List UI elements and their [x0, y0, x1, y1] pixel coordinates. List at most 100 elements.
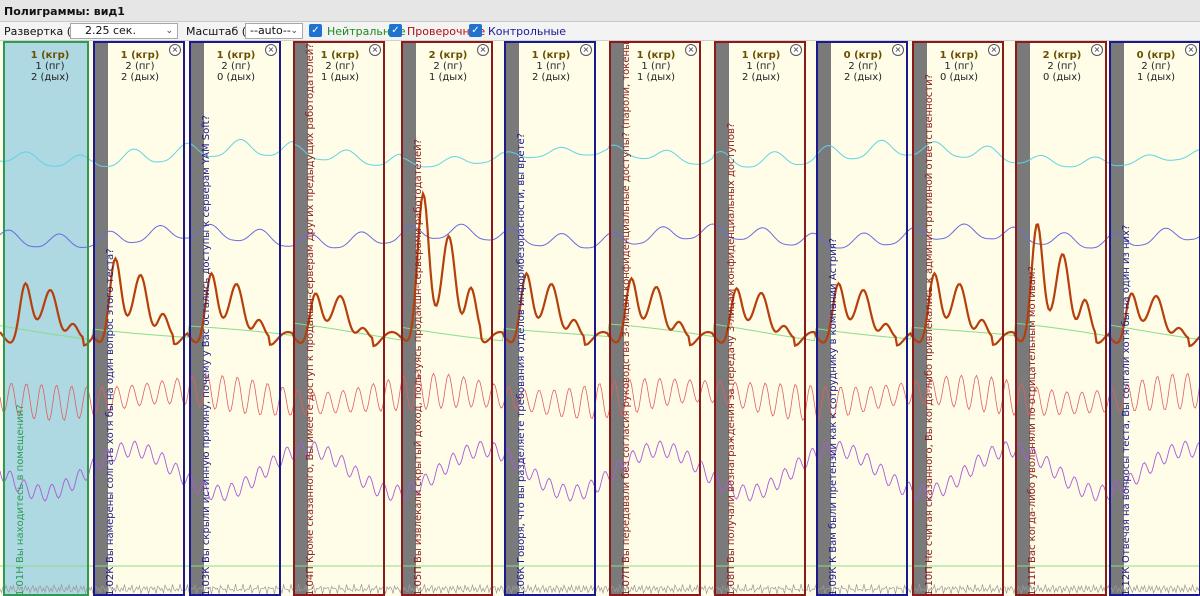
column-score-h3: 0 (дых) [1042, 72, 1082, 83]
question-text: Вы скрыли истинную причину, почему у Вас… [201, 115, 212, 563]
question-text: Говоря, что вы разделяете требования отд… [516, 133, 527, 563]
column-score-h1: 1 (кгр) [741, 50, 781, 61]
question-column[interactable] [714, 41, 806, 596]
plethysmo-trace [0, 440, 1200, 502]
control-checkbox[interactable]: ✓ [469, 24, 482, 37]
column-score-h1: 1 (кгр) [216, 50, 256, 61]
close-icon[interactable]: × [369, 44, 381, 56]
question-id: 1.05П [413, 566, 424, 596]
column-header: 1 (кгр) 2 (пг) 2 (дых) [103, 50, 177, 83]
column-score-h3: 1 (дых) [636, 72, 676, 83]
onset-band [95, 41, 108, 596]
onset-band [611, 41, 624, 596]
question-text: К Вам были претензии как к сотруднику в … [828, 237, 839, 563]
column-score-h3: 1 (дых) [320, 72, 360, 83]
column-score-h2: 1 (пг) [944, 61, 974, 72]
onset-band [914, 41, 927, 596]
control-checkbox-label: Контрольные [488, 25, 567, 38]
close-icon[interactable]: × [265, 44, 277, 56]
question-id: 1.04П [305, 566, 316, 596]
column-score-h3: 2 (дых) [843, 72, 883, 83]
close-icon[interactable]: × [685, 44, 697, 56]
column-header: 1 (кгр) 1 (пг) 2 (дых) [724, 50, 798, 83]
question-id: 1.10П [924, 566, 935, 596]
question-id: 1.06К [516, 566, 527, 596]
question-id: 1.01Н [15, 566, 26, 596]
respiration-lower-trace [0, 223, 1200, 249]
close-icon[interactable]: × [1091, 44, 1103, 56]
column-header: 2 (кгр) 2 (пг) 1 (дых) [411, 50, 485, 83]
column-score-h2: 2 (пг) [221, 61, 251, 72]
close-icon[interactable]: × [477, 44, 489, 56]
column-score-h1: 2 (кгр) [428, 50, 468, 61]
column-score-h3: 2 (дых) [30, 72, 70, 83]
column-score-h1: 2 (кгр) [1042, 50, 1082, 61]
column-header: 1 (кгр) 1 (пг) 0 (дых) [922, 50, 996, 83]
window-title-bar: Полиграммы: вид1 [0, 0, 1200, 22]
question-text: Вы передавали без согласия руководства 3… [621, 41, 632, 563]
check-checkbox[interactable]: ✓ [389, 24, 402, 37]
question-id: 1.02К [105, 566, 116, 596]
column-header: 1 (кгр) 1 (пг) 2 (дых) [13, 50, 87, 83]
question-id: 1.08П [726, 566, 737, 596]
sweep-label: Развертка (X): [4, 25, 87, 38]
column-score-h3: 0 (дых) [939, 72, 979, 83]
question-column[interactable] [504, 41, 596, 596]
chevron-down-icon: ⌄ [165, 26, 173, 36]
onset-band [191, 41, 204, 596]
close-icon[interactable]: × [790, 44, 802, 56]
column-score-h2: 2 (пг) [1047, 61, 1077, 72]
column-score-h2: 2 (пг) [125, 61, 155, 72]
question-text: Вы находитесь в помещении? [15, 404, 26, 563]
scale-label: Масштаб (Y): [186, 25, 261, 38]
sweep-value: 2.25 сек. [85, 24, 136, 37]
onset-band [506, 41, 519, 596]
onset-band [1017, 41, 1030, 596]
polygram-chart: 1 (кгр) 1 (пг) 2 (дых) Вы находитесь в поме… [0, 41, 1200, 596]
question-text: Вы извлекали скрытый доход, пользуясь пр… [413, 139, 424, 563]
question-id: 1.12К [1121, 566, 1132, 596]
column-score-h3: 1 (дых) [428, 72, 468, 83]
column-score-h1: 1 (кгр) [939, 50, 979, 61]
close-icon[interactable]: × [892, 44, 904, 56]
neutral-checkbox[interactable]: ✓ [309, 24, 322, 37]
sweep-select[interactable]: 2.25 сек. ⌄ [70, 23, 178, 39]
question-column[interactable] [816, 41, 908, 596]
column-score-h2: 1 (пг) [536, 61, 566, 72]
onset-band [295, 41, 308, 596]
scale-value: --auto-- [250, 24, 291, 37]
question-column[interactable] [3, 41, 89, 596]
question-column[interactable] [401, 41, 493, 596]
toolbar: Развертка (X): 2.25 сек. ⌄ Масштаб (Y): … [0, 22, 1200, 41]
column-score-h2: 1 (пг) [35, 61, 65, 72]
question-text: Кроме сказанного, Вы имеете доступ к про… [305, 43, 316, 563]
column-header: 0 (кгр) 2 (пг) 1 (дых) [1119, 50, 1193, 83]
question-column[interactable] [93, 41, 185, 596]
question-column[interactable] [609, 41, 701, 596]
close-icon[interactable]: × [169, 44, 181, 56]
column-header: 1 (кгр) 1 (пг) 2 (дых) [514, 50, 588, 83]
column-score-h2: 2 (пг) [1141, 61, 1171, 72]
neutral-checkbox-label: Нейтральные [327, 25, 406, 38]
question-column[interactable] [1015, 41, 1107, 596]
gsr-trace [0, 190, 1200, 348]
polygram-traces [0, 41, 1200, 596]
close-icon[interactable]: × [988, 44, 1000, 56]
close-icon[interactable]: × [580, 44, 592, 56]
column-score-h2: 2 (пг) [848, 61, 878, 72]
column-header: 1 (кгр) 2 (пг) 0 (дых) [199, 50, 273, 83]
question-column[interactable] [912, 41, 1004, 596]
question-column[interactable] [189, 41, 281, 596]
question-text: Вы намерены солгать хотя бы на один вопр… [105, 248, 116, 564]
column-score-h1: 1 (кгр) [636, 50, 676, 61]
question-column[interactable] [293, 41, 385, 596]
column-score-h1: 1 (кгр) [120, 50, 160, 61]
onset-band [1111, 41, 1124, 596]
column-score-h1: 1 (кгр) [531, 50, 571, 61]
close-icon[interactable]: × [1185, 44, 1197, 56]
column-score-h3: 2 (дых) [741, 72, 781, 83]
column-header: 0 (кгр) 2 (пг) 2 (дых) [826, 50, 900, 83]
scale-select[interactable]: --auto-- ⌄ [245, 23, 303, 39]
window-title: Полиграммы: вид1 [4, 5, 125, 18]
column-score-h2: 2 (пг) [433, 61, 463, 72]
